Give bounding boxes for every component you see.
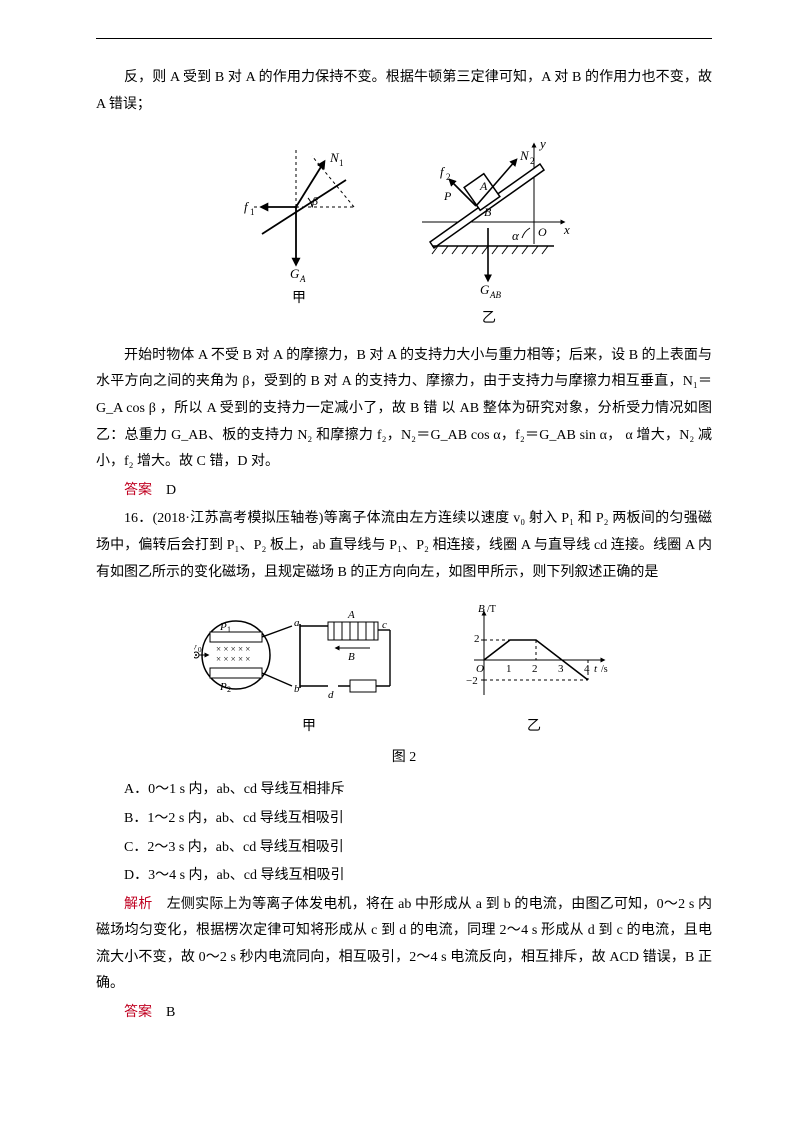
svg-text:P: P [219, 681, 227, 693]
para-2: 开始时物体 A 不受 B 对 A 的摩擦力，B 对 A 的支持力大小与重力相等；… [96, 343, 712, 476]
figure-jia-label: 甲 [292, 286, 306, 313]
figure-2-left: P1 P2 × × × × × × × × × × v0 a b A [194, 600, 424, 741]
svg-text:4: 4 [584, 663, 590, 675]
svg-text:α: α [512, 228, 520, 243]
svg-text:−2: −2 [466, 675, 478, 687]
top-rule [96, 38, 712, 39]
figure-2-right: B/T t/s 2 −2 O 1 2 3 4 乙 [454, 600, 614, 741]
svg-text:2: 2 [474, 633, 480, 645]
svg-text:× × × × ×: × × × × × [216, 644, 250, 654]
answer-value-2: B [166, 1005, 175, 1020]
analysis-16: 解析 左侧实际上为等离子体发电机，将在 ab 中形成从 a 到 b 的电流，由图… [96, 892, 712, 998]
svg-text:y: y [538, 136, 546, 151]
svg-text:a: a [294, 617, 300, 629]
figure-yi: x y A B N2 f2 P α O [404, 132, 574, 333]
svg-text:v: v [194, 642, 197, 653]
svg-text:AB: AB [489, 290, 501, 300]
svg-text:O: O [538, 225, 547, 239]
svg-text:2: 2 [530, 156, 535, 166]
choice-a: A．0～1 s 内，ab、cd 导线互相排斥 [96, 777, 712, 804]
figure-row-1: N1 f1 GA β 甲 x y A B [96, 132, 712, 333]
svg-text:B: B [478, 603, 485, 615]
svg-text:/s: /s [601, 664, 608, 675]
answer-value-1: D [166, 483, 176, 498]
figure-yi-label: 乙 [482, 306, 496, 333]
svg-text:B: B [348, 651, 355, 663]
analysis-label: 解析 [124, 897, 152, 912]
figure-2-left-label: 甲 [302, 714, 316, 741]
svg-text:d: d [328, 689, 334, 701]
figure-2-right-label: 乙 [527, 714, 541, 741]
svg-text:A: A [479, 179, 488, 193]
svg-text:2: 2 [446, 172, 451, 182]
svg-text:x: x [563, 222, 570, 237]
choice-d: D．3～4 s 内，ab、cd 导线互相吸引 [96, 863, 712, 890]
svg-text:1: 1 [339, 158, 344, 168]
svg-text:× × × × ×: × × × × × [216, 654, 250, 664]
svg-text:P: P [219, 621, 227, 633]
svg-text:N: N [519, 148, 530, 163]
svg-text:G: G [480, 282, 490, 297]
answer-label-1: 答案 [124, 483, 152, 498]
svg-text:A: A [299, 274, 306, 282]
svg-text:P: P [443, 189, 452, 203]
svg-text:t: t [594, 663, 598, 675]
svg-text:2: 2 [227, 685, 231, 694]
svg-text:b: b [294, 683, 300, 695]
svg-text:O: O [476, 663, 484, 675]
svg-text:1: 1 [250, 207, 255, 217]
svg-text:β: β [311, 194, 318, 208]
figure-2-caption: 图 2 [96, 745, 712, 772]
svg-text:c: c [382, 619, 387, 631]
svg-text:3: 3 [558, 663, 564, 675]
question-16: 16．(2018·江苏高考模拟压轴卷)等离子体流由左方连续以速度 v₀ 射入 P… [96, 506, 712, 586]
choice-b: B．1～2 s 内，ab、cd 导线互相吸引 [96, 806, 712, 833]
svg-text:G: G [290, 266, 300, 281]
svg-text:1: 1 [506, 663, 512, 675]
answer-2: 答案 B [96, 1000, 712, 1027]
answer-1: 答案 D [96, 478, 712, 505]
svg-text:1: 1 [227, 625, 231, 634]
para-1: 反，则 A 受到 B 对 A 的作用力保持不变。根据牛顿第三定律可知，A 对 B… [96, 65, 712, 118]
svg-text:A: A [347, 609, 355, 621]
svg-text:2: 2 [532, 663, 538, 675]
svg-text:/T: /T [487, 604, 496, 615]
analysis-text: 左侧实际上为等离子体发电机，将在 ab 中形成从 a 到 b 的电流，由图乙可知… [96, 897, 712, 992]
figure-jia: N1 f1 GA β 甲 [234, 132, 364, 333]
figure-row-2: P1 P2 × × × × × × × × × × v0 a b A [96, 600, 712, 741]
choice-c: C．2～3 s 内，ab、cd 导线互相吸引 [96, 835, 712, 862]
svg-text:B: B [484, 205, 492, 219]
answer-label-2: 答案 [124, 1005, 152, 1020]
